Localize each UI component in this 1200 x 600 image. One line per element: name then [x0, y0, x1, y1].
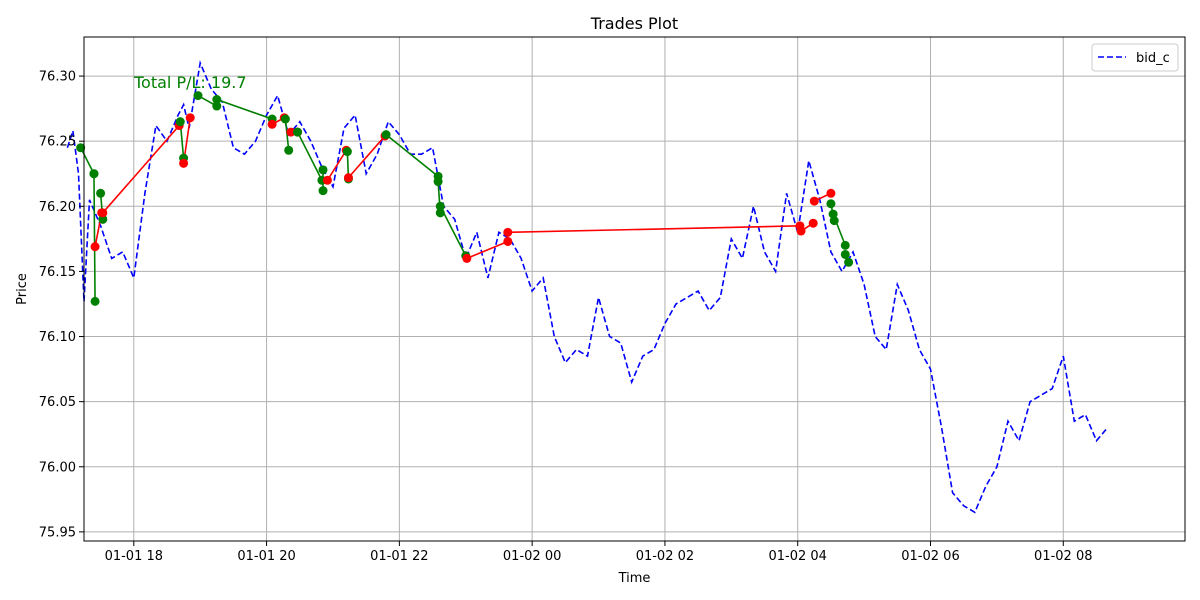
trade-entry-point [96, 188, 106, 198]
trades-layer [76, 91, 854, 306]
y-axis: 75.95 76.00 76.05 76.10 76.15 76.20 76.25 76.30 [39, 70, 84, 540]
trade-entry-point [826, 199, 836, 209]
x-tick-label: 01-02 04 [768, 549, 826, 564]
trade-exit-point [98, 214, 108, 224]
y-tick-label: 76.00 [39, 460, 76, 475]
x-tick-label: 01-01 22 [370, 549, 428, 564]
x-tick-label: 01-02 02 [636, 549, 694, 564]
total-pl-annotation: Total P/L: 19.7 [133, 73, 247, 92]
trade-entry-point [90, 242, 100, 252]
trade-exit-point [212, 101, 222, 111]
trade-entry-point [293, 127, 303, 137]
trade-entry-point [503, 227, 513, 237]
trade-exit-point [185, 113, 195, 123]
trade-line [93, 173, 96, 302]
trade-entry-point [280, 114, 290, 124]
y-tick-label: 76.10 [39, 330, 76, 345]
trade-entry-point [342, 147, 352, 157]
trade-line [284, 118, 290, 151]
grid-lines [84, 37, 1185, 541]
trade-entry-point [462, 253, 472, 263]
trade-line [326, 149, 347, 181]
y-tick-label: 75.95 [39, 525, 76, 540]
trade-exit-point [844, 257, 854, 267]
trade-entry-point [286, 127, 296, 137]
x-tick-label: 01-02 06 [901, 549, 959, 564]
trade-entry-point [343, 173, 353, 183]
legend: bid_c [1091, 43, 1179, 72]
trade-exit-point [840, 240, 850, 250]
trade-exit-point [90, 296, 100, 306]
trade-exit-point [284, 145, 294, 155]
trade-exit-point [826, 188, 836, 198]
x-tick-label: 01-02 00 [503, 549, 561, 564]
x-tick-label: 01-02 08 [1034, 549, 1092, 564]
trade-line [507, 225, 800, 234]
trade-entry-point [212, 95, 222, 105]
trade-line [466, 240, 509, 260]
y-tick-label: 76.15 [39, 265, 76, 280]
trade-line [296, 131, 323, 181]
trade-line [439, 205, 467, 257]
trade-entry-point [840, 249, 850, 259]
trade-entry-point [322, 175, 332, 185]
y-tick-label: 76.20 [39, 200, 76, 215]
x-axis: 01-01 18 01-01 20 01-01 22 01-02 00 01-02 02… [105, 541, 1093, 564]
trade-exit-point [808, 218, 818, 228]
plot-background [84, 37, 1185, 541]
trade-entry-point [76, 143, 86, 153]
trade-line [216, 98, 273, 120]
trade-exit-point [318, 186, 328, 196]
y-tick-label: 76.30 [39, 70, 76, 85]
bid-series-layer [66, 60, 1109, 514]
trade-exit-point [435, 208, 445, 218]
plot-frame [83, 36, 1186, 542]
x-tick-label: 01-01 20 [237, 549, 295, 564]
trade-line [102, 125, 180, 214]
x-axis-title: Time [618, 571, 651, 586]
chart-title: Trades Plot [590, 14, 678, 33]
trade-entry-point [98, 208, 108, 218]
trade-line [385, 134, 439, 177]
plot-area: Total P/L: 19.7 [66, 36, 1186, 542]
trade-entry-point [828, 209, 838, 219]
trade-entry-point [179, 158, 189, 168]
trade-entry-point [175, 117, 185, 127]
bid-c-line [66, 60, 1109, 514]
legend-box [1091, 43, 1179, 72]
y-axis-title: Price [15, 273, 30, 305]
trade-entry-point [193, 91, 203, 101]
legend-label-bid-c: bid_c [1136, 51, 1170, 66]
trade-entry-point [267, 119, 277, 129]
trade-entry-point [809, 196, 819, 206]
y-tick-label: 76.25 [39, 135, 76, 150]
y-tick-label: 76.05 [39, 395, 76, 410]
trade-entry-point [435, 201, 445, 211]
trade-entry-point [381, 130, 391, 140]
trade-line [79, 147, 95, 175]
trade-entry-point [433, 177, 443, 187]
trade-entry-point [318, 165, 328, 175]
trade-exit-point [503, 236, 513, 246]
trade-entry-point [89, 169, 99, 179]
trade-entry-point [796, 226, 806, 236]
trade-line [347, 135, 386, 179]
x-tick-label: 01-01 18 [105, 549, 163, 564]
